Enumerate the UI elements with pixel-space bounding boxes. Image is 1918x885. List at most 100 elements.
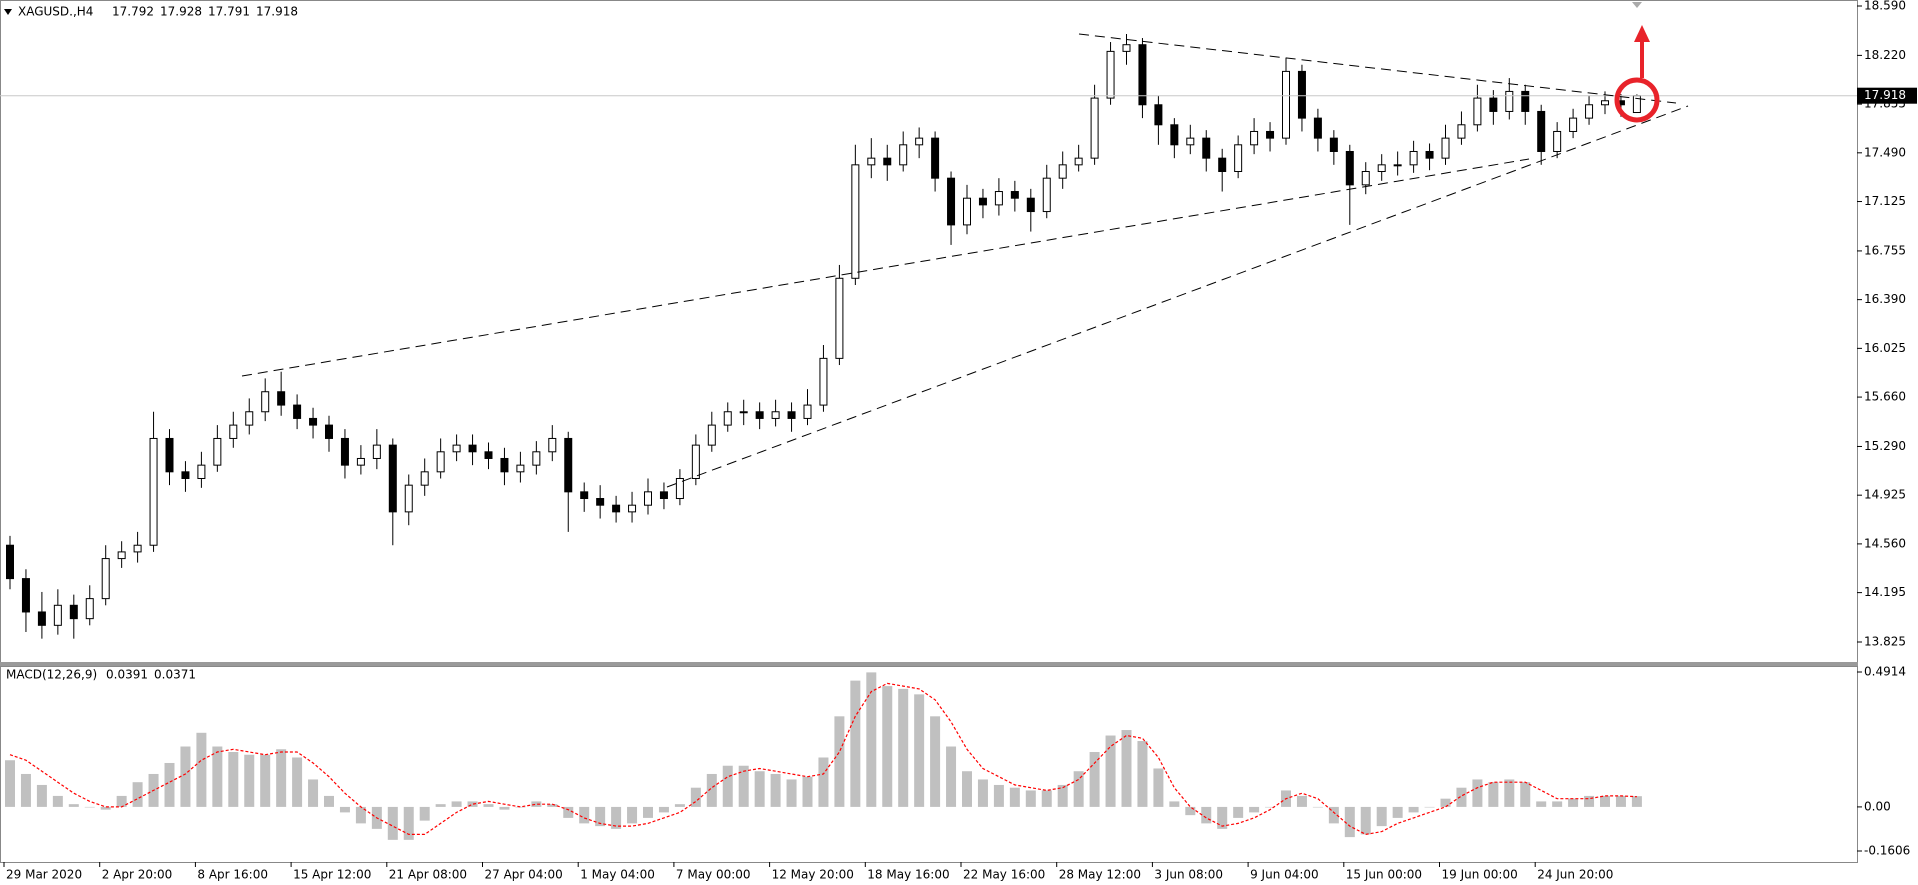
macd-bar [180,746,191,807]
macd-bar [1376,806,1387,827]
signal-line [9,682,1637,836]
macd-bar [595,806,606,827]
macd-bar [563,806,574,818]
macd-bar [515,806,526,808]
macd-bar [1392,806,1403,818]
x-tick-label: 12 May 20:00 [772,868,854,882]
macd-bar [467,801,478,807]
candle-body [101,558,110,600]
macd-bar [1600,795,1610,807]
macd-bar [339,806,350,813]
candle-body [819,357,828,406]
macd-bar [1201,806,1212,824]
macd-bar [531,801,542,807]
candle-body [245,411,254,426]
candle-body [1313,117,1322,139]
candle-body [947,177,956,226]
candle-body [644,491,652,506]
macd-main-value: 0.0391 [106,668,148,682]
candle-body [1585,104,1594,119]
candle-body [1186,137,1195,146]
candle-body [787,411,796,419]
y-tick-label: 14.560 [1864,536,1906,550]
candle-body [532,451,541,466]
candle-body [452,444,461,453]
x-tick-label: 7 May 00:00 [676,868,751,882]
macd-bar [100,806,111,810]
macd-bar [164,762,175,807]
candle-body [1505,90,1514,112]
x-tick-label: 18 May 16:00 [867,868,949,882]
macd-bar [1041,790,1052,807]
candle-body [53,604,62,626]
macd-bar [1185,806,1196,816]
macd-bar [419,806,430,821]
y-tick-label: 13.825 [1864,635,1906,649]
candle-body [1537,110,1546,152]
candle-body [500,457,509,473]
candle-body [1122,44,1131,52]
candle-body [1441,137,1450,159]
candle-body [1553,130,1562,152]
candle-body [1138,44,1147,106]
macd-bar [834,716,845,807]
candle-body [755,411,764,419]
candle-body [420,471,429,486]
symbol-title: XAGUSD.,H4 [18,5,93,19]
candle-body [580,491,589,500]
macd-bar [1312,806,1323,808]
current-price-box [1857,87,1917,104]
candle-body [1297,70,1306,119]
x-tick-label: 28 May 12:00 [1059,868,1141,882]
x-tick-label: 15 Apr 12:00 [293,868,371,882]
y-tick-label: 14.925 [1864,488,1906,502]
x-tick-label: 1 May 04:00 [580,868,655,882]
macd-bar [1328,806,1339,824]
candle-body [69,604,78,620]
marker-triangle [1632,2,1642,8]
candle-body [659,491,668,500]
macd-bar [722,765,733,807]
candle-body [261,391,270,413]
trendline-upper [1078,33,1677,104]
x-tick-label: 29 Mar 2020 [6,868,82,882]
trendline-rising [666,105,1689,488]
macd-bar [1169,801,1180,807]
x-tick-label: 9 Jun 04:00 [1250,868,1319,882]
macd-bar [1440,798,1451,807]
candle-body [1234,144,1243,173]
trendlines [241,33,1689,488]
macd-bar [658,806,669,813]
candle-body [85,598,94,620]
macd-bar [1057,784,1068,807]
macd-bar [1631,796,1642,807]
candle-body [1409,150,1418,166]
candle-body [277,391,286,406]
trendline-support [241,158,1530,377]
x-tick-label: 21 Apr 08:00 [389,868,467,882]
macd-bar [1265,806,1276,808]
macd-bar [435,804,446,807]
macd-bar [1025,790,1036,807]
y-tick-label: 15.290 [1864,439,1906,453]
macd-title: MACD(12,26,9) [6,668,97,682]
macd-bar [850,680,861,807]
macd-bar [962,771,972,807]
macd-bar [1296,795,1307,807]
macd-bar [882,686,893,807]
candle-body [309,417,318,426]
macd-bar [1615,795,1626,807]
candle-body [835,277,844,359]
macd-bar [36,784,47,807]
candle-body [37,611,46,626]
macd-bar [52,795,63,807]
arrow-head [1634,25,1650,42]
macd-bar [1552,801,1563,807]
macd-bar [690,787,701,807]
macd-bar [1360,806,1371,835]
y-tick-label: 16.025 [1864,341,1906,355]
macd-bar [977,779,988,807]
candle-body [1058,164,1067,179]
macd-bar [914,694,925,807]
candle-body [931,137,940,179]
